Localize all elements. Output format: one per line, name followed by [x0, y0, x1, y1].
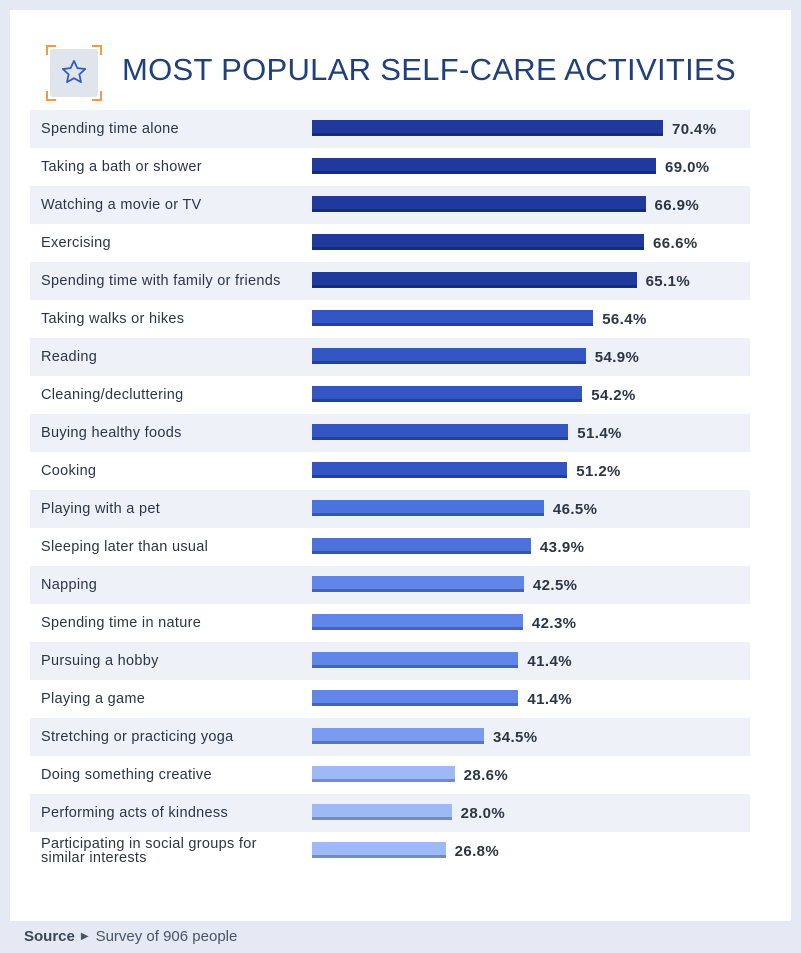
bar-row: Cleaning/decluttering 54.2%	[30, 376, 750, 414]
icon-box	[50, 49, 98, 97]
value-label: 65.1%	[645, 272, 691, 290]
bar	[312, 424, 569, 440]
bar-row: Exercising 66.6%	[30, 224, 750, 262]
value-label: 56.4%	[602, 310, 647, 328]
value-label: 42.5%	[532, 576, 578, 594]
category-label: Spending time in nature	[41, 615, 202, 631]
category-label: Buying healthy foods	[41, 425, 182, 441]
bar-row: Buying healthy foods 51.4%	[30, 414, 750, 452]
source-text: Survey of 906 people	[95, 928, 238, 945]
value-label: 66.9%	[654, 196, 700, 214]
bar	[312, 386, 583, 402]
bar	[312, 538, 531, 554]
category-label: Doing something creative	[41, 767, 212, 783]
category-label: Cleaning/decluttering	[41, 387, 184, 403]
star-badge	[46, 45, 102, 101]
bar	[312, 272, 637, 288]
bar	[312, 158, 657, 174]
bar	[312, 804, 452, 820]
bar-row: Reading 54.9%	[30, 338, 750, 376]
bar	[312, 728, 484, 744]
value-label: 26.8%	[454, 842, 500, 860]
bar-row: Participating in social groups for simil…	[30, 832, 750, 870]
value-label: 41.4%	[527, 652, 572, 670]
bar-row: Taking walks or hikes 56.4%	[30, 300, 750, 338]
category-label: Taking walks or hikes	[41, 311, 185, 327]
value-label: 43.9%	[539, 538, 585, 556]
value-label: 54.9%	[594, 348, 640, 366]
category-label: Watching a movie or TV	[41, 197, 202, 213]
bar-row: Pursuing a hobby 41.4%	[30, 642, 750, 680]
category-label: Spending time with family or friends	[41, 273, 281, 289]
bar	[312, 500, 544, 516]
bar	[312, 120, 663, 136]
value-label: 54.2%	[591, 386, 636, 404]
corner-accent	[92, 45, 102, 55]
category-label: Reading	[41, 349, 98, 365]
category-label: Pursuing a hobby	[41, 653, 159, 669]
value-label: 69.0%	[665, 158, 710, 176]
corner-accent	[92, 91, 102, 101]
bar-row: Spending time with family or friends 65.1…	[30, 262, 750, 300]
category-label: Performing acts of kindness	[41, 805, 229, 821]
bar-row: Spending time in nature 42.3%	[30, 604, 750, 642]
bar	[312, 310, 594, 326]
value-label: 46.5%	[552, 500, 598, 518]
category-label: Taking a bath or shower	[41, 159, 202, 175]
bar	[312, 576, 524, 592]
bar-row: Taking a bath or shower 69.0%	[30, 148, 750, 186]
bar-row: Sleeping later than usual 43.9%	[30, 528, 750, 566]
value-label: 34.5%	[493, 728, 538, 746]
value-label: 42.3%	[531, 614, 577, 632]
bar-row: Doing something creative 28.6%	[30, 756, 750, 794]
source-tab	[0, 921, 290, 953]
category-label: Playing with a pet	[41, 501, 161, 517]
bar	[312, 348, 586, 364]
source-label: Source	[24, 928, 75, 945]
category-label: Exercising	[41, 235, 111, 251]
corner-accent	[46, 91, 56, 101]
star-icon	[61, 60, 87, 84]
bar	[312, 652, 519, 668]
value-label: 41.4%	[527, 690, 572, 708]
corner-accent	[46, 45, 56, 55]
bar-row: Watching a movie or TV 66.9%	[30, 186, 750, 224]
bar-row: Performing acts of kindness 28.0%	[30, 794, 750, 832]
bar	[312, 690, 519, 706]
category-label: Cooking	[41, 463, 97, 479]
bar	[312, 842, 446, 858]
value-label: 28.6%	[463, 766, 509, 784]
category-label: Spending time alone	[41, 121, 179, 137]
bar-row: Napping 42.5%	[30, 566, 750, 604]
triangle-right-icon: ▶	[80, 931, 89, 942]
category-label: Napping	[41, 577, 98, 593]
bar	[312, 234, 645, 250]
bar-chart: Spending time alone 70.4% Taking a bath or…	[30, 110, 760, 870]
category-label: Playing a game	[41, 691, 146, 707]
value-label: 51.2%	[576, 462, 621, 480]
bar-row: Playing a game 41.4%	[30, 680, 750, 718]
bar-row: Stretching or practicing yoga 34.5%	[30, 718, 750, 756]
category-label: Stretching or practicing yoga	[41, 729, 234, 745]
value-label: 28.0%	[460, 804, 506, 822]
bar-row: Spending time alone 70.4%	[30, 110, 750, 148]
category-label: Sleeping later than usual	[41, 539, 209, 555]
value-label: 66.6%	[653, 234, 698, 252]
page-title: MOST POPULAR SELF-CARE ACTIVITIES	[122, 52, 736, 87]
value-label: 70.4%	[672, 120, 717, 138]
bar-row: Cooking 51.2%	[30, 452, 750, 490]
value-label: 51.4%	[577, 424, 622, 442]
source-note: Source ▶ Survey of 906 people	[24, 928, 237, 945]
category-label: Participating in social groups for simil…	[41, 836, 257, 866]
bar-row: Playing with a pet 46.5%	[30, 490, 750, 528]
bar	[312, 766, 455, 782]
bar	[312, 196, 646, 212]
bar	[312, 462, 568, 478]
bar	[312, 614, 523, 630]
